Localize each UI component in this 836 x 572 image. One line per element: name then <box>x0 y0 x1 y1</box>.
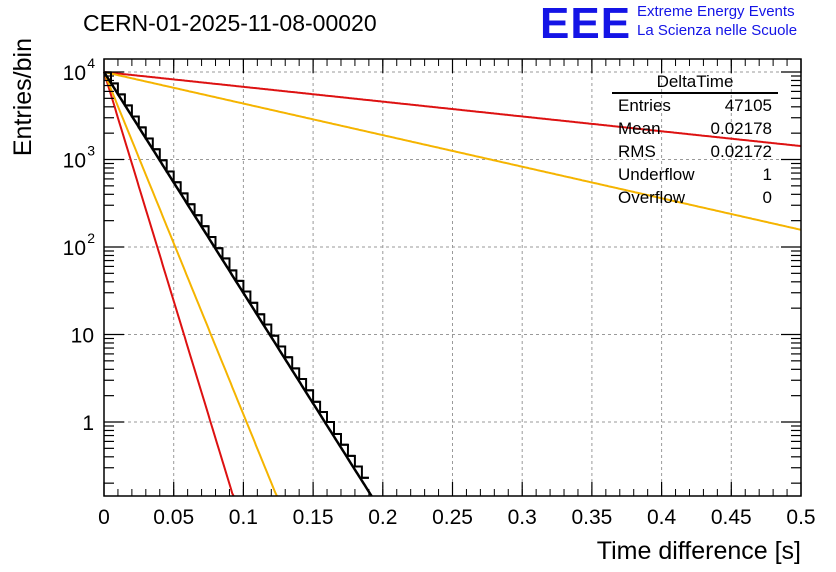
y-axis-label: Entries/bin <box>9 38 37 156</box>
x-axis-label: Time difference [s] <box>597 537 801 565</box>
y-tick-exponent: 2 <box>87 230 95 246</box>
stats-row-overflow: Overflow 0 <box>612 186 778 209</box>
reference-curve-orange-shallow <box>103 71 802 231</box>
stats-row-underflow: Underflow 1 <box>612 163 778 186</box>
stats-value: 0.02172 <box>710 142 772 161</box>
x-tick-label: 0.45 <box>711 506 752 529</box>
x-tick-label: 0 <box>98 506 110 529</box>
x-tick-label: 0.3 <box>508 506 537 529</box>
y-tick-label: 1 <box>82 412 94 435</box>
y-tick-label: 10 <box>71 325 94 348</box>
logo-caption-line2: La Scienza nelle Scuole <box>637 22 798 39</box>
reference-curve-red-shallow <box>103 71 802 148</box>
axes-layer: 0 0.05 0.1 0.15 0.2 0.25 0.3 0.35 0.4 0.45 0.51101… <box>63 55 816 529</box>
stats-row-rms: RMS 0.02172 <box>612 140 778 163</box>
x-tick-label: 0.1 <box>229 506 258 529</box>
reference-curve-orange-steep <box>103 71 278 497</box>
reference-curves-layer <box>103 71 802 497</box>
x-tick-label: 0.2 <box>368 506 397 529</box>
y-tick-label: 10 <box>63 237 86 260</box>
logo-caption-line1: Extreme Energy Events <box>637 3 795 20</box>
x-tick-label: 0.05 <box>153 506 194 529</box>
x-tick-label: 0.35 <box>571 506 612 529</box>
stats-row-mean: Mean 0.02178 <box>612 117 778 140</box>
fit-curve-layer <box>102 71 373 497</box>
y-tick-exponent: 3 <box>87 143 95 159</box>
eee-logo: EEE <box>540 0 632 48</box>
x-tick-label: 0.5 <box>786 506 815 529</box>
run-title: CERN-01-2025-11-08-00020 <box>83 10 377 36</box>
y-tick-exponent: 4 <box>87 55 95 71</box>
stats-label: Mean <box>618 119 661 138</box>
stats-label: RMS <box>618 142 656 161</box>
stats-label: Underflow <box>618 165 695 184</box>
y-tick-label: 10 <box>63 150 86 173</box>
x-tick-label: 0.4 <box>647 506 677 529</box>
reference-curve-red-steep <box>103 71 235 497</box>
stats-label: Overflow <box>618 188 686 207</box>
stats-value: 1 <box>762 165 772 184</box>
grid-layer <box>104 59 801 496</box>
stats-value: 0 <box>762 188 772 207</box>
x-tick-label: 0.25 <box>432 506 473 529</box>
stats-value: 47105 <box>724 96 772 115</box>
stats-value: 0.02178 <box>710 119 772 138</box>
x-tick-label: 0.15 <box>293 506 334 529</box>
stats-label: Entries <box>618 96 671 115</box>
stats-box-title: DeltaTime <box>612 71 778 94</box>
stats-row-entries: Entries 47105 <box>612 94 778 117</box>
fit-curve <box>102 71 373 497</box>
y-tick-label: 10 <box>63 62 86 85</box>
stats-box: DeltaTime Entries 47105 Mean 0.02178 RMS… <box>612 71 778 209</box>
